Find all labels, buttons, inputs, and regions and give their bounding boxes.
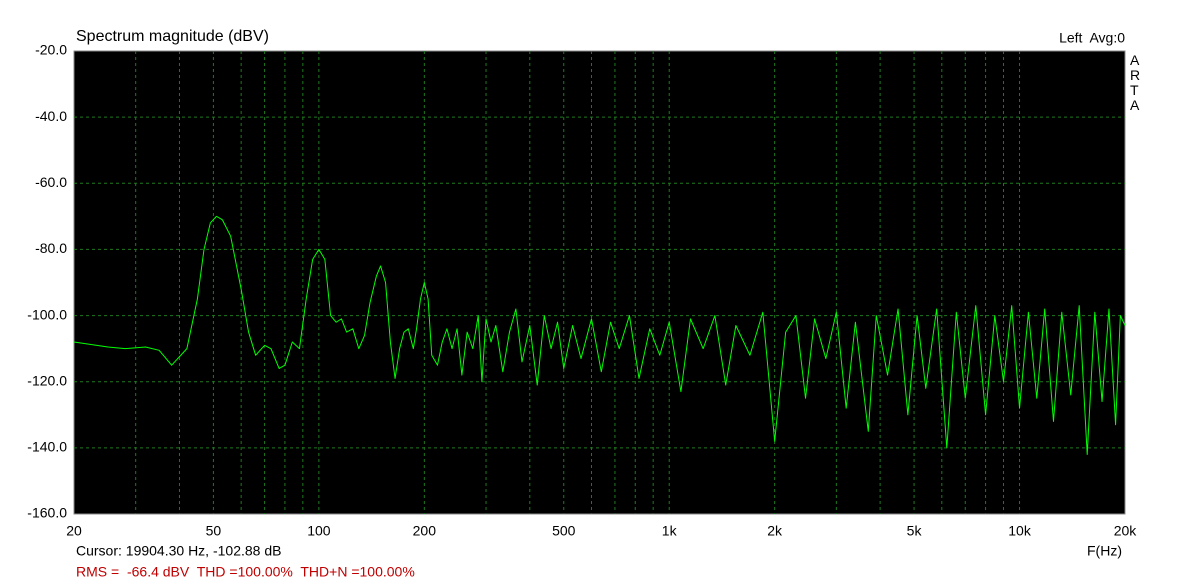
x-tick-label: 50 — [206, 523, 222, 539]
cursor-readout: Cursor: 19904.30 Hz, -102.88 dB — [76, 543, 281, 559]
x-axis-label: F(Hz) — [1087, 543, 1122, 559]
side-label: ARTA — [1130, 52, 1141, 113]
y-tick-label: -120.0 — [27, 372, 67, 388]
x-tick-label: 2k — [767, 523, 783, 539]
plot-area — [73, 50, 1126, 515]
y-tick-label: -80.0 — [35, 240, 67, 256]
x-tick-label: 100 — [307, 523, 331, 539]
x-tick-label: 20 — [66, 523, 82, 539]
y-tick-label: -100.0 — [27, 306, 67, 322]
y-tick-label: -160.0 — [27, 505, 67, 521]
spectrum-line — [73, 215, 1126, 455]
y-tick-label: -60.0 — [35, 174, 67, 190]
x-tick-label: 20k — [1114, 523, 1138, 539]
y-tick-label: -40.0 — [35, 108, 67, 124]
status: Left Avg:0 — [1059, 30, 1125, 46]
x-tick-label: 500 — [552, 523, 576, 539]
x-tick-label: 5k — [907, 523, 923, 539]
y-tick-label: -140.0 — [27, 439, 67, 455]
measurements: RMS = -66.4 dBV THD =100.00% THD+N =100.… — [76, 564, 415, 580]
y-tick-label: -20.0 — [35, 42, 67, 58]
x-tick-label: 1k — [662, 523, 678, 539]
x-tick-label: 10k — [1008, 523, 1032, 539]
x-tick-label: 200 — [413, 523, 437, 539]
chart-title: Spectrum magnitude (dBV) — [76, 28, 269, 45]
